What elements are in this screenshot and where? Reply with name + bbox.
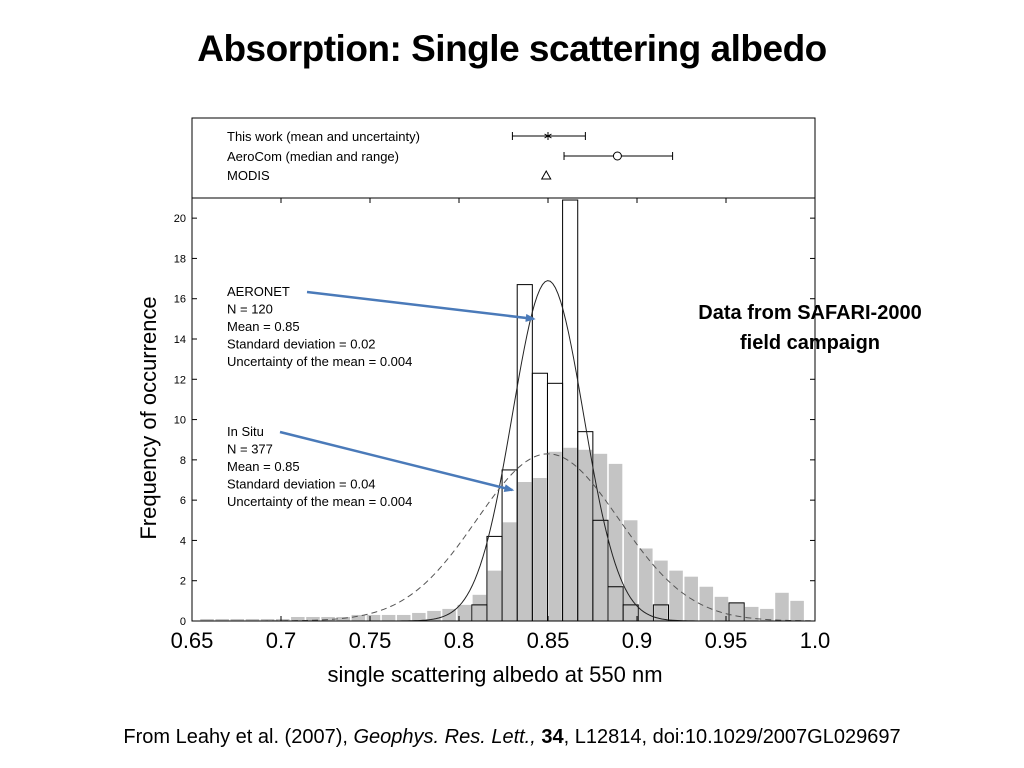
bar-insitu — [245, 618, 260, 621]
bar-insitu — [608, 463, 623, 621]
side-note-line-1: Data from SAFARI-2000 — [698, 302, 922, 324]
bar-insitu — [714, 596, 729, 621]
y-tick-label: 8 — [180, 455, 186, 467]
y-tick-label: 0 — [180, 616, 186, 628]
annotations: AERONET N = 120 Mean = 0.85 Standard deviat… — [227, 284, 536, 509]
bar-insitu — [578, 449, 593, 621]
citation-prefix: From Leahy et al. (2007), — [123, 726, 354, 748]
bar-insitu — [729, 602, 744, 621]
bar-insitu — [699, 586, 714, 621]
bar-insitu — [593, 453, 608, 621]
x-axis-label: single scattering albedo at 550 nm — [327, 662, 662, 687]
y-tick-label: 20 — [174, 213, 186, 225]
annotation-line: AERONET — [227, 284, 290, 299]
annotation-line: Uncertainty of the mean = 0.004 — [227, 354, 412, 369]
bar-insitu — [291, 616, 305, 621]
histogram-insitu — [200, 447, 804, 621]
triangle-marker — [540, 169, 552, 180]
side-note-line-2: field campaign — [739, 332, 881, 354]
bar-insitu — [472, 594, 487, 621]
annotation-line: Uncertainty of the mean = 0.004 — [227, 494, 412, 509]
bar-insitu — [790, 600, 804, 621]
bar-insitu — [623, 520, 638, 621]
bar-insitu — [366, 614, 381, 621]
annotation-aeronet: AERONET N = 120 Mean = 0.85 Standard deviat… — [227, 284, 536, 369]
bar-insitu — [230, 618, 245, 621]
y-tick-label: 12 — [174, 374, 186, 386]
y-tick-label: 16 — [174, 294, 186, 306]
y-tick-label: 18 — [174, 253, 186, 265]
annotation-line: N = 377 — [227, 442, 273, 457]
bar-insitu — [336, 616, 350, 621]
annotation-in-situ: In Situ N = 377 Mean = 0.85 Standard deviat… — [227, 424, 515, 509]
x-tick-label: 0.7 — [266, 628, 297, 653]
y-tick-label: 4 — [180, 535, 186, 547]
annotation-line: In Situ — [227, 424, 264, 439]
y-tick-label: 14 — [174, 334, 186, 346]
bar-insitu — [381, 614, 396, 621]
citation-journal: Geophys. Res. Lett., — [353, 726, 536, 748]
citation-rest: , L12814, doi:10.1029/2007GL029697 — [563, 726, 901, 748]
bar-insitu — [654, 560, 668, 621]
bar-insitu — [775, 592, 789, 621]
annotation-line: Mean = 0.85 — [227, 319, 300, 334]
bar-insitu — [275, 618, 290, 621]
bar-insitu — [412, 612, 426, 621]
annotation-line: Mean = 0.85 — [227, 459, 300, 474]
slide-title: Absorption: Single scattering albedo — [197, 28, 827, 69]
annotation-arrow — [306, 290, 536, 322]
axes: 0 2 4 6 8 10 12 14 16 18 20 0.65 0.7 0.75 0.8 0.85 0.9 0.… — [171, 197, 831, 653]
top-panel-label: MODIS — [227, 168, 270, 183]
top-legend-panel: This work (mean and uncertainty) AeroCom … — [191, 117, 816, 199]
bar-insitu — [427, 610, 441, 621]
asterisk-marker — [544, 132, 552, 140]
y-axis-label: Frequency of occurrence — [136, 296, 161, 539]
bar-insitu — [502, 522, 517, 621]
bar-insitu — [533, 477, 547, 621]
bar-insitu — [200, 618, 214, 621]
x-tick-label: 0.85 — [527, 628, 570, 653]
x-tick-label: 0.95 — [705, 628, 748, 653]
bar-insitu — [457, 604, 472, 621]
bar-insitu — [669, 570, 683, 621]
bar-insitu — [321, 616, 335, 621]
x-tick-label: 0.75 — [349, 628, 392, 653]
plot-frame — [191, 197, 816, 622]
x-tick-label: 0.9 — [622, 628, 653, 653]
annotation-arrow — [279, 430, 515, 493]
bar-insitu — [760, 608, 774, 621]
bar-insitu — [487, 570, 502, 621]
citation-volume: 34 — [541, 726, 564, 748]
annotation-line: N = 120 — [227, 302, 273, 317]
bar-insitu — [215, 618, 229, 621]
y-tick-label: 2 — [180, 576, 186, 588]
side-note: Data from SAFARI-2000 field campaign — [660, 298, 960, 358]
bar-insitu — [639, 548, 653, 621]
asterisk-stroke — [544, 133, 552, 139]
annotation-line: Standard deviation = 0.02 — [227, 337, 376, 352]
bar-insitu — [306, 616, 320, 621]
bar-insitu — [396, 614, 411, 621]
bar-insitu — [548, 451, 562, 621]
top-panel-label: This work (mean and uncertainty) — [227, 129, 420, 144]
x-tick-label: 0.65 — [171, 628, 214, 653]
bar-insitu — [518, 482, 532, 621]
annotation-line: Standard deviation = 0.04 — [227, 477, 376, 492]
bar-insitu — [563, 447, 577, 621]
x-tick-label: 1.0 — [800, 628, 831, 653]
citation: From Leahy et al. (2007), Geophys. Res. … — [0, 726, 1024, 749]
circle-marker — [612, 151, 622, 161]
y-tick-label: 6 — [180, 495, 186, 507]
x-tick-label: 0.8 — [444, 628, 475, 653]
plot-area — [192, 199, 816, 622]
y-tick-label: 10 — [174, 415, 186, 427]
top-panel-label: AeroCom (median and range) — [227, 149, 399, 164]
bar-insitu — [351, 614, 366, 621]
bar-insitu — [260, 618, 275, 621]
